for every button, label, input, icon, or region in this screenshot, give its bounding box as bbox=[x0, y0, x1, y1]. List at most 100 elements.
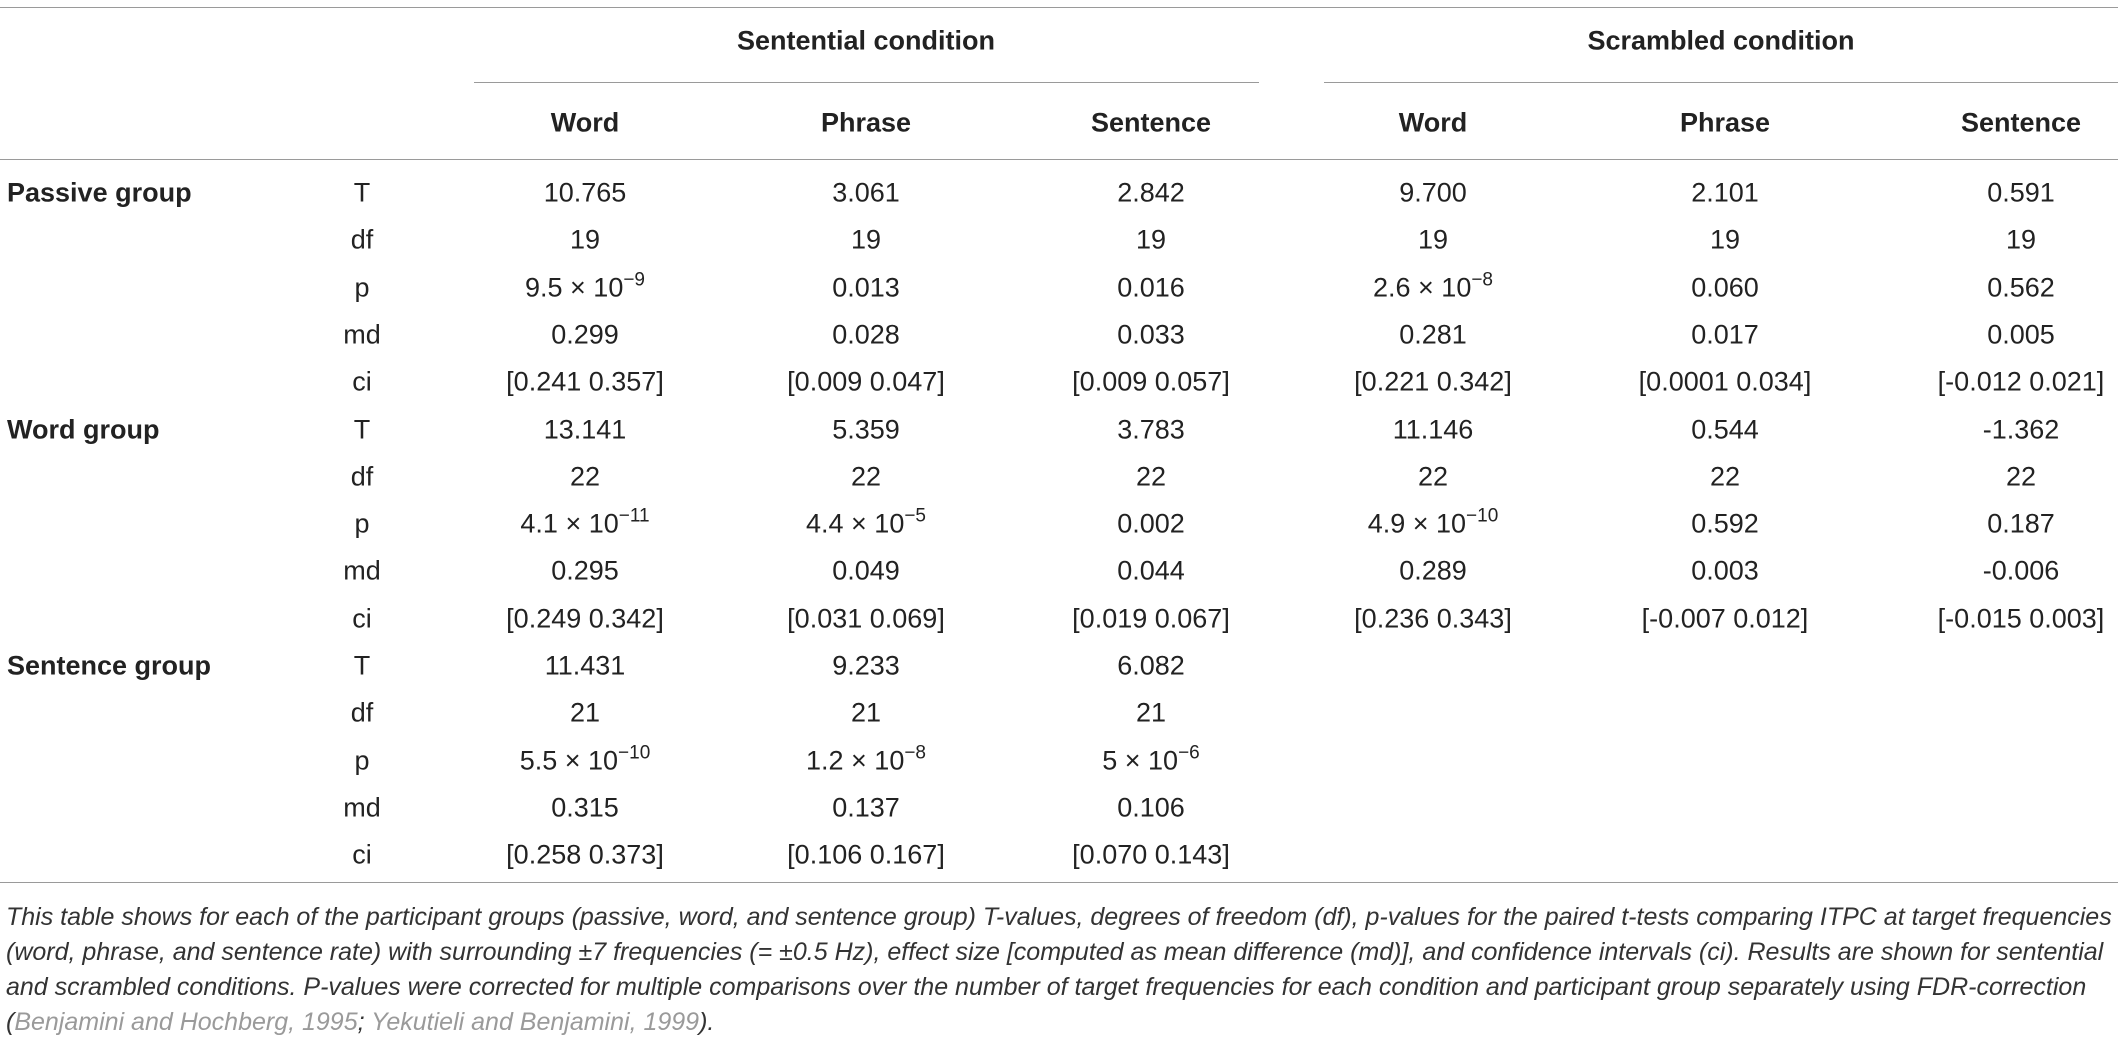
stat-label: p bbox=[354, 272, 370, 303]
table-cell: 0.044 bbox=[1117, 555, 1185, 586]
stat-label: md bbox=[343, 792, 381, 823]
table-cell: [0.258 0.373] bbox=[506, 839, 664, 870]
table-cell: 0.187 bbox=[1987, 508, 2055, 539]
table-cell: 0.016 bbox=[1117, 272, 1185, 303]
table-cell: 9.700 bbox=[1399, 177, 1467, 208]
table-cell: 0.106 bbox=[1117, 792, 1185, 823]
citation[interactable]: Benjamini and Hochberg, 1995 bbox=[14, 1008, 358, 1036]
table-cell: 0.592 bbox=[1691, 508, 1759, 539]
column-header: Phrase bbox=[820, 107, 912, 138]
table-cell: 0.281 bbox=[1399, 319, 1467, 350]
table-cell: 0.289 bbox=[1399, 555, 1467, 586]
table-cell: 19 bbox=[1135, 224, 1167, 255]
p-value: 4.1 × 10−11 bbox=[520, 505, 650, 540]
column-header: Sentence bbox=[1090, 107, 1212, 138]
p-value-base: 4.4 × 10 bbox=[805, 508, 905, 539]
bottom-rule bbox=[0, 882, 2118, 883]
table-cell: [0.236 0.343] bbox=[1354, 603, 1512, 634]
caption-text: ). bbox=[699, 1008, 715, 1036]
stat-label: p bbox=[354, 745, 370, 776]
table-cell: 9.233 bbox=[832, 650, 900, 681]
citation[interactable]: Yekutieli and Benjamini, 1999 bbox=[371, 1008, 700, 1036]
table-cell: 22 bbox=[2005, 461, 2037, 492]
table-cell: -1.362 bbox=[1982, 414, 2060, 444]
p-value-base: 1.2 × 10 bbox=[805, 745, 905, 776]
table-cell: 0.137 bbox=[832, 792, 900, 823]
p-value-exponent: −6 bbox=[1178, 742, 1200, 764]
table-cell: 21 bbox=[1135, 697, 1167, 728]
table-cell: 22 bbox=[569, 461, 601, 492]
p-value-base: 5.5 × 10 bbox=[519, 745, 619, 776]
p-value: 2.6 × 10−8 bbox=[1372, 270, 1493, 303]
p-value-base: 4.9 × 10 bbox=[1367, 508, 1467, 539]
table-cell: 0.299 bbox=[551, 319, 619, 350]
stat-label: p bbox=[354, 508, 370, 539]
table-cell: 2.842 bbox=[1117, 177, 1185, 208]
table-cell: [0.249 0.342] bbox=[506, 603, 664, 634]
table-cell: [-0.012 0.021] bbox=[1937, 366, 2105, 397]
group-label: Sentence group bbox=[7, 650, 212, 681]
column-header: Word bbox=[550, 107, 620, 138]
p-value-base: 2.6 × 10 bbox=[1372, 272, 1472, 303]
table-cell: 21 bbox=[569, 697, 601, 728]
table-cell: 22 bbox=[850, 461, 882, 492]
table-cell: 0.003 bbox=[1691, 555, 1759, 586]
table-cell: 22 bbox=[1417, 461, 1449, 492]
table-cell: 6.082 bbox=[1117, 650, 1185, 681]
table-cell: 0.017 bbox=[1691, 319, 1759, 350]
table-cell: 3.783 bbox=[1117, 414, 1185, 444]
table-cell: 13.141 bbox=[543, 414, 627, 444]
group-label: Word group bbox=[7, 414, 160, 444]
table-cell: 0.544 bbox=[1691, 414, 1759, 444]
stat-label: df bbox=[350, 461, 374, 492]
table-cell: 0.013 bbox=[832, 272, 900, 303]
table-cell: [0.070 0.143] bbox=[1072, 839, 1230, 870]
p-value: 5.5 × 10−10 bbox=[519, 742, 651, 776]
table-cell: 0.033 bbox=[1117, 319, 1185, 350]
table-cell: 0.028 bbox=[832, 319, 900, 350]
table-cell: 5.359 bbox=[832, 414, 900, 444]
table-cell: 19 bbox=[2005, 224, 2037, 255]
table-cell: [0.019 0.067] bbox=[1072, 603, 1230, 634]
table-cell: 2.101 bbox=[1691, 177, 1759, 208]
table-cell: 0.049 bbox=[832, 555, 900, 586]
column-header: Word bbox=[1398, 107, 1468, 138]
table-cell: 0.315 bbox=[551, 792, 619, 823]
table-cell: [-0.015 0.003] bbox=[1937, 603, 2105, 634]
table-cell: 0.295 bbox=[551, 555, 619, 586]
p-value-exponent: −9 bbox=[623, 269, 646, 291]
table-cell: 19 bbox=[1417, 224, 1449, 255]
table-cell: 21 bbox=[850, 697, 882, 728]
table-cell: [-0.007 0.012] bbox=[1641, 603, 1809, 634]
condition-rule bbox=[474, 82, 1259, 83]
stat-label: ci bbox=[352, 603, 372, 634]
stat-label: md bbox=[343, 555, 381, 586]
p-value-exponent: −5 bbox=[904, 505, 927, 527]
table-cell: 22 bbox=[1135, 461, 1167, 492]
p-value-exponent: −10 bbox=[618, 742, 651, 764]
p-value: 5 × 10−6 bbox=[1102, 742, 1200, 776]
p-value: 4.4 × 10−5 bbox=[805, 505, 927, 540]
p-value: 1.2 × 10−8 bbox=[805, 742, 927, 776]
table-cell: 11.146 bbox=[1392, 414, 1474, 444]
table-cell: [0.106 0.167] bbox=[787, 839, 945, 870]
p-value-exponent: −8 bbox=[904, 742, 927, 764]
table-cell: 0.060 bbox=[1691, 272, 1759, 303]
stat-label: ci bbox=[352, 839, 372, 870]
table-cell: 19 bbox=[850, 224, 882, 255]
caption-text: ; bbox=[357, 1008, 372, 1036]
column-header: Sentence bbox=[1960, 107, 2082, 138]
p-value-exponent: −11 bbox=[618, 505, 650, 527]
table-cell: [0.009 0.057] bbox=[1072, 366, 1230, 397]
table-cell: [0.241 0.357] bbox=[506, 366, 664, 397]
table-cell: 3.061 bbox=[832, 177, 900, 208]
stat-label: T bbox=[353, 650, 371, 681]
table-cell: -0.006 bbox=[1982, 555, 2060, 586]
stat-label: df bbox=[350, 224, 374, 255]
column-header: Phrase bbox=[1679, 107, 1771, 138]
table-cell: 0.005 bbox=[1987, 319, 2055, 350]
caption-text: This table shows for each of the partici… bbox=[6, 903, 2112, 1036]
table-cell: 19 bbox=[1709, 224, 1741, 255]
header-rule bbox=[0, 159, 2118, 160]
condition-header: Scrambled condition bbox=[1587, 25, 1855, 56]
